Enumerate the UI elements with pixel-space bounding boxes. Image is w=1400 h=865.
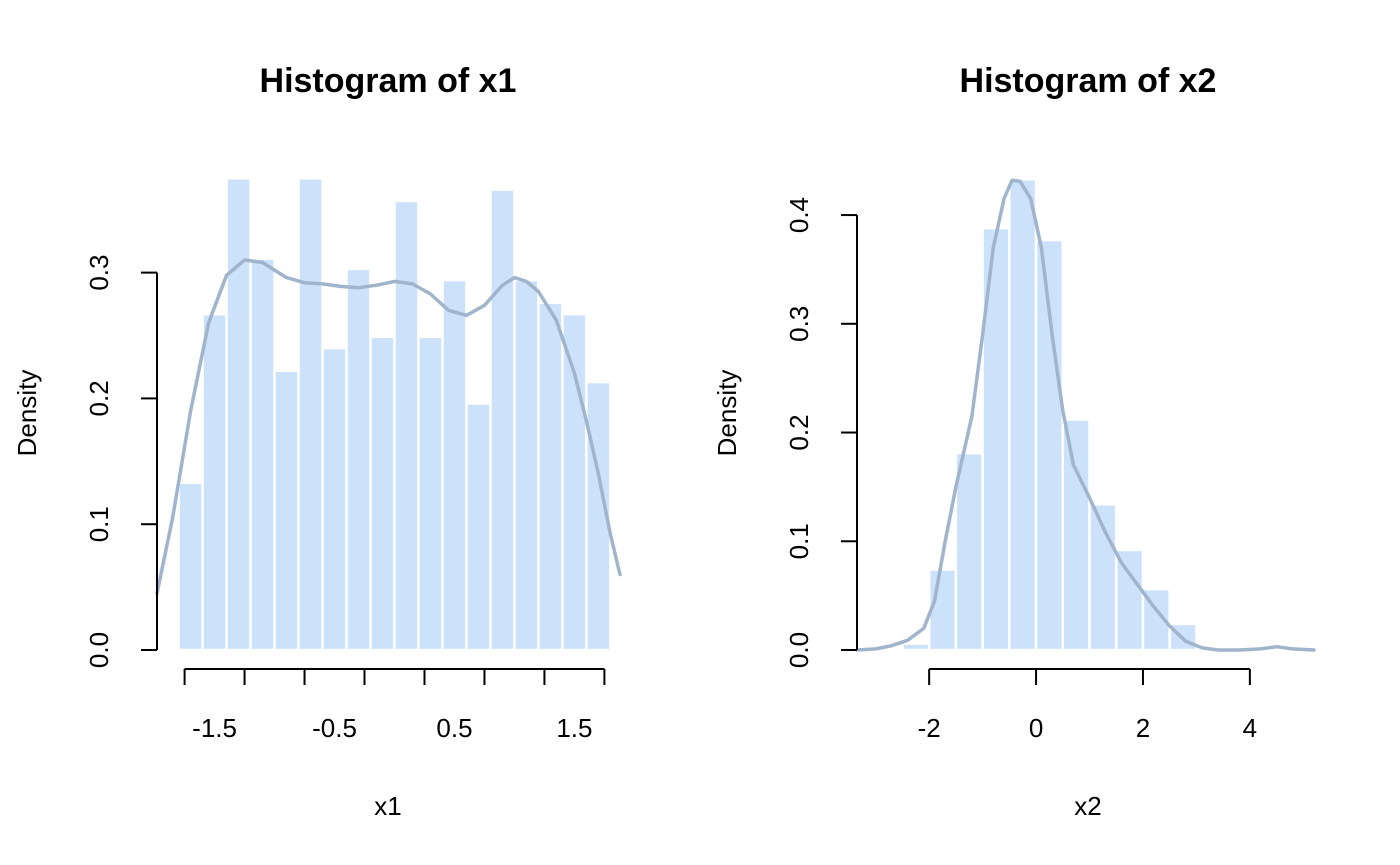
- density-curve: [855, 178, 1316, 652]
- histogram-bar: [369, 335, 396, 652]
- histogram-bar: [465, 402, 492, 652]
- x-axis-label-x2: x2: [1074, 791, 1101, 821]
- histogram-bar: [954, 451, 984, 652]
- histogram-bars-x2: [901, 177, 1198, 652]
- chart-panel-x2: Histogram of x2 0.0 0.1 0.2 0.3 0.4 -2 0 2 4 x2…: [712, 62, 1316, 821]
- x-tick-label: 0.5: [436, 713, 472, 743]
- chart-title-x2: Histogram of x2: [960, 62, 1217, 100]
- y-tick-label: 0.2: [84, 380, 114, 416]
- x-tick-label: 4: [1243, 713, 1257, 743]
- y-tick-label: 0.0: [784, 632, 814, 668]
- x-tick-label: -2: [918, 713, 941, 743]
- histogram-bar: [489, 188, 516, 652]
- y-tick-label: 0.3: [84, 255, 114, 291]
- x-tick-label: 2: [1136, 713, 1150, 743]
- histogram-bar: [321, 346, 348, 652]
- x-tick-label: 1.5: [556, 713, 592, 743]
- chart-title-x1: Histogram of x1: [260, 62, 517, 100]
- histogram-bar: [201, 312, 228, 652]
- histogram-bar: [901, 642, 931, 652]
- histogram-bar: [345, 267, 372, 652]
- y-tick-label: 0.1: [784, 523, 814, 559]
- histogram-bar: [393, 199, 420, 652]
- y-axis-x2: 0.0 0.1 0.2 0.3 0.4: [784, 197, 858, 668]
- x-axis-x2: -2 0 2 4: [918, 668, 1257, 743]
- histogram-bar: [561, 312, 588, 652]
- histogram-bar: [537, 301, 564, 652]
- y-axis-x1: 0.0 0.1 0.2 0.3: [84, 255, 158, 668]
- histogram-bar: [927, 568, 958, 652]
- density-curve-group-x2: [855, 178, 1316, 652]
- histogram-bar: [249, 257, 276, 652]
- chart-panel-x1: Histogram of x1 0.0 0.1 0.2 0.3 -1.5 -0.5 0.5…: [12, 62, 622, 821]
- y-tick-label: 0.1: [84, 506, 114, 542]
- histogram-bar: [273, 369, 300, 652]
- x-axis-x1: -1.5 -0.5 0.5 1.5: [183, 668, 606, 743]
- histogram-bar: [1114, 548, 1145, 652]
- y-tick-label: 0.4: [784, 197, 814, 233]
- density-curve: [155, 258, 622, 596]
- y-tick-label: 0.2: [784, 414, 814, 450]
- y-axis-label-x1: Density: [12, 370, 42, 457]
- histogram-bars-x1: [177, 177, 612, 652]
- y-axis-label-x2: Density: [712, 370, 742, 457]
- histogram-bar: [417, 335, 444, 652]
- x-tick-label: -0.5: [312, 713, 357, 743]
- histogram-bar: [297, 177, 324, 652]
- histogram-bar: [225, 177, 252, 652]
- histogram-bar: [441, 278, 468, 652]
- y-tick-label: 0.0: [84, 632, 114, 668]
- x-tick-label: -1.5: [192, 713, 237, 743]
- y-tick-label: 0.3: [784, 306, 814, 342]
- histogram-bar: [1008, 177, 1038, 652]
- density-curve-group-x1: [155, 258, 622, 596]
- histogram-bar: [513, 278, 540, 652]
- x-axis-label-x1: x1: [374, 791, 401, 821]
- histogram-bar: [177, 481, 204, 652]
- histogram-bar: [1061, 418, 1091, 652]
- x-tick-label: 0: [1029, 713, 1043, 743]
